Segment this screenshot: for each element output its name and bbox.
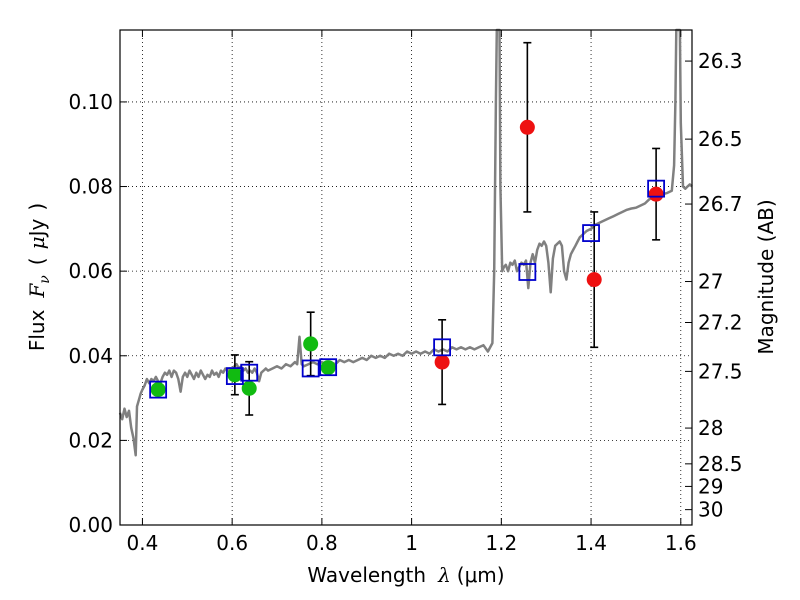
x-axis-label: Wavelength λ (μm) [307, 563, 504, 587]
y-tick-label: 0.10 [68, 90, 113, 114]
y2-axis-label: Magnitude (AB) [754, 199, 778, 354]
y-tick-label: 0.06 [68, 259, 113, 283]
y-tick-label: 0.04 [68, 344, 113, 368]
x-tick-label: 1.6 [665, 531, 697, 555]
y2-tick-label: 28 [698, 416, 723, 440]
model-square-marker [301, 359, 320, 378]
model-spectrum-line [118, 28, 693, 457]
y2-tick-label: 26.5 [698, 127, 743, 151]
x-tick-label: 1.2 [485, 531, 517, 555]
y-axis-label: FluxFν(μJy) [25, 203, 53, 351]
y-ticks: 0.00 0.02 0.04 0.06 0.08 0.10 [68, 90, 127, 537]
red-data-point [519, 119, 535, 135]
model-square-marker [149, 380, 168, 399]
model-square-marker [433, 338, 452, 357]
y2-tick-label: 26.7 [698, 192, 743, 216]
green-data-point [227, 367, 243, 383]
model-square-marker [240, 363, 259, 382]
x-tick-label: 0.4 [127, 531, 159, 555]
model-square-marker [225, 367, 244, 385]
model-square-marker [647, 179, 666, 198]
y2-tick-label: 27.2 [698, 310, 743, 334]
model-squares-layer [149, 179, 666, 399]
x-tick-label: 0.8 [306, 531, 338, 555]
green-data-point [241, 380, 257, 396]
green-data-point [303, 336, 319, 352]
y2-tick-label: 27 [698, 270, 723, 294]
plot-frame [119, 29, 693, 526]
x-tick-label: 1.4 [575, 531, 607, 555]
errorbar-layer [230, 41, 661, 416]
y2-tick-label: 29 [698, 474, 723, 498]
y2-tick-label: 27.5 [698, 359, 743, 383]
y-tick-label: 0.00 [68, 513, 113, 537]
x-tick-label: 1 [405, 531, 418, 555]
model-square-marker [582, 224, 600, 242]
red-data-point [648, 186, 664, 202]
y2-tick-label: 26.3 [698, 49, 743, 73]
y2-tick-label: 30 [698, 498, 723, 522]
y-tick-label: 0.08 [68, 175, 113, 199]
red-data-point [434, 354, 450, 370]
model-square-marker [319, 358, 338, 377]
data-points-layer [150, 119, 664, 398]
model-spectrum-layer [118, 28, 693, 457]
x-ticks: 0.4 0.6 0.8 1 1.2 1.4 1.6 [127, 30, 697, 555]
red-data-point [586, 272, 602, 288]
model-square-marker [518, 263, 537, 281]
green-data-point [150, 382, 166, 398]
green-data-point [320, 360, 336, 376]
y2-tick-label: 28.5 [698, 452, 743, 476]
y-tick-label: 0.02 [68, 428, 113, 452]
x-tick-label: 0.6 [216, 531, 248, 555]
